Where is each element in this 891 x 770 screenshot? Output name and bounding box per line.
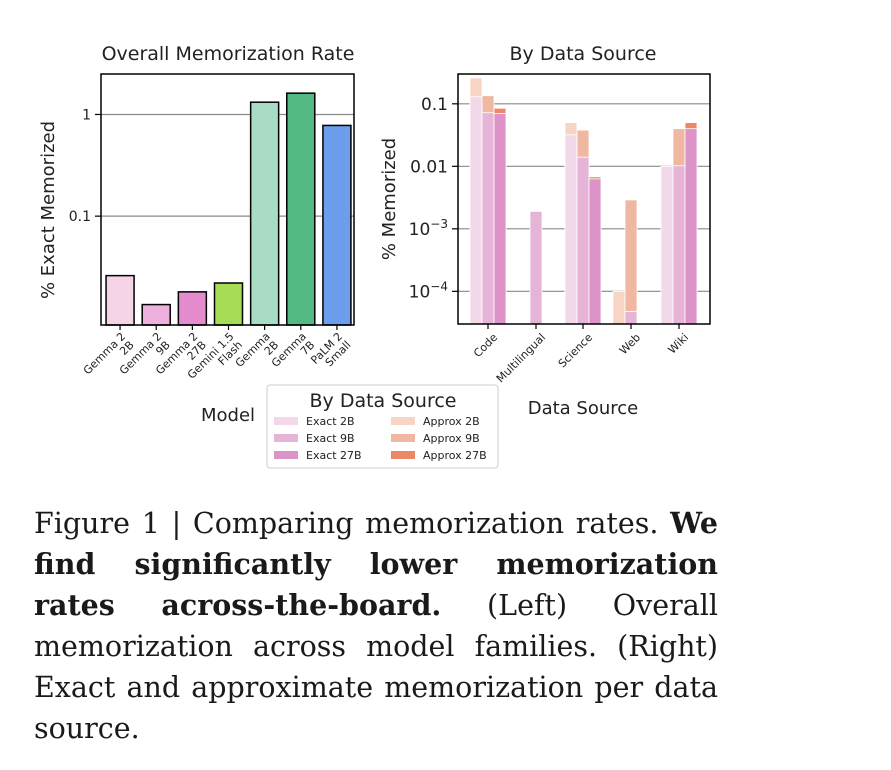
figure: Overall Memorization Rate 0.11 Gemma 22B… [38, 43, 711, 469]
left-chart-title: Overall Memorization Rate [102, 43, 355, 65]
left-y-tick-label: 0.1 [69, 209, 91, 225]
legend-label: Approx 2B [423, 415, 480, 428]
tick-base: 10 [409, 282, 431, 302]
right-bar [624, 199, 638, 325]
legend: By Data Source Exact 2B Approx 2B Exact 9B… [266, 384, 499, 469]
right-bar [684, 128, 698, 325]
left-bar [249, 101, 280, 326]
legend-swatch [274, 434, 298, 442]
right-x-tick-label: Science [556, 331, 596, 371]
right-x-axis-label: Data Source [528, 398, 639, 419]
right-x-tick-label: Multilingual [494, 331, 548, 385]
legend-label: Exact 9B [306, 432, 355, 445]
legend-title: By Data Source [310, 390, 457, 412]
right-bar [660, 165, 674, 325]
left-bar [286, 92, 316, 326]
legend-swatch [274, 417, 298, 425]
left-x-axis-label: Model [201, 405, 255, 426]
right-bar [493, 113, 507, 325]
tick-exponent: −3 [430, 217, 448, 231]
right-chart-title: By Data Source [510, 43, 657, 65]
right-x-tick-label: Web [617, 331, 643, 357]
left-x-tick-label: Gemma2B [233, 330, 281, 378]
right-x-tick-label: Wiki [666, 331, 692, 357]
right-bar [672, 165, 686, 325]
right-plot-frame [457, 73, 711, 325]
left-y-axis-label: % Exact Memorized [38, 121, 59, 299]
right-bar [529, 210, 543, 325]
caption-bold: We find significantly lower memorization… [34, 506, 718, 622]
left-bar [177, 291, 208, 326]
caption-label: Figure 1 | Comparing memorization rates. [34, 507, 659, 540]
legend-swatch [391, 451, 415, 459]
legend-box [266, 384, 499, 469]
right-chart: By Data Source 10−410−30.010.1 CodeMulti… [379, 43, 711, 419]
left-bar [213, 282, 244, 326]
legend-label: Approx 27B [423, 449, 487, 462]
legend-swatch [391, 434, 415, 442]
left-x-tick-label: PaLM 2Small [308, 330, 353, 375]
right-bar [481, 112, 495, 325]
right-bar [564, 134, 578, 325]
right-x-tick-label: Code [471, 331, 500, 360]
right-bar [576, 156, 590, 325]
right-y-tick-label: 10−3 [409, 217, 448, 240]
caption-rest: (Left) Overall memorization across model… [34, 589, 718, 745]
right-bar [588, 178, 602, 325]
left-y-tick-label: 1 [82, 107, 91, 123]
right-y-axis-label: % Memorized [379, 138, 400, 260]
left-bar [105, 274, 135, 326]
left-x-tick-label: Gemma7B [269, 330, 317, 378]
figure-caption: Figure 1 | Comparing memorization rates.… [34, 503, 718, 749]
left-plot-frame [100, 73, 355, 326]
right-y-tick-label: 0.1 [421, 95, 448, 115]
right-bar [469, 96, 483, 325]
left-bar [141, 303, 171, 326]
right-bar [612, 290, 626, 325]
legend-swatch [391, 417, 415, 425]
right-y-tick-label: 0.01 [410, 157, 448, 177]
left-chart: Overall Memorization Rate 0.11 Gemma 22B… [38, 43, 355, 426]
legend-label: Exact 2B [306, 415, 355, 428]
right-y-tick-label: 10−4 [409, 279, 448, 302]
right-bar [624, 311, 638, 325]
legend-label: Exact 27B [306, 449, 362, 462]
tick-base: 10 [409, 220, 431, 240]
legend-swatch [274, 451, 298, 459]
legend-label: Approx 9B [423, 432, 480, 445]
left-bar [322, 124, 352, 326]
tick-exponent: −4 [430, 279, 448, 293]
